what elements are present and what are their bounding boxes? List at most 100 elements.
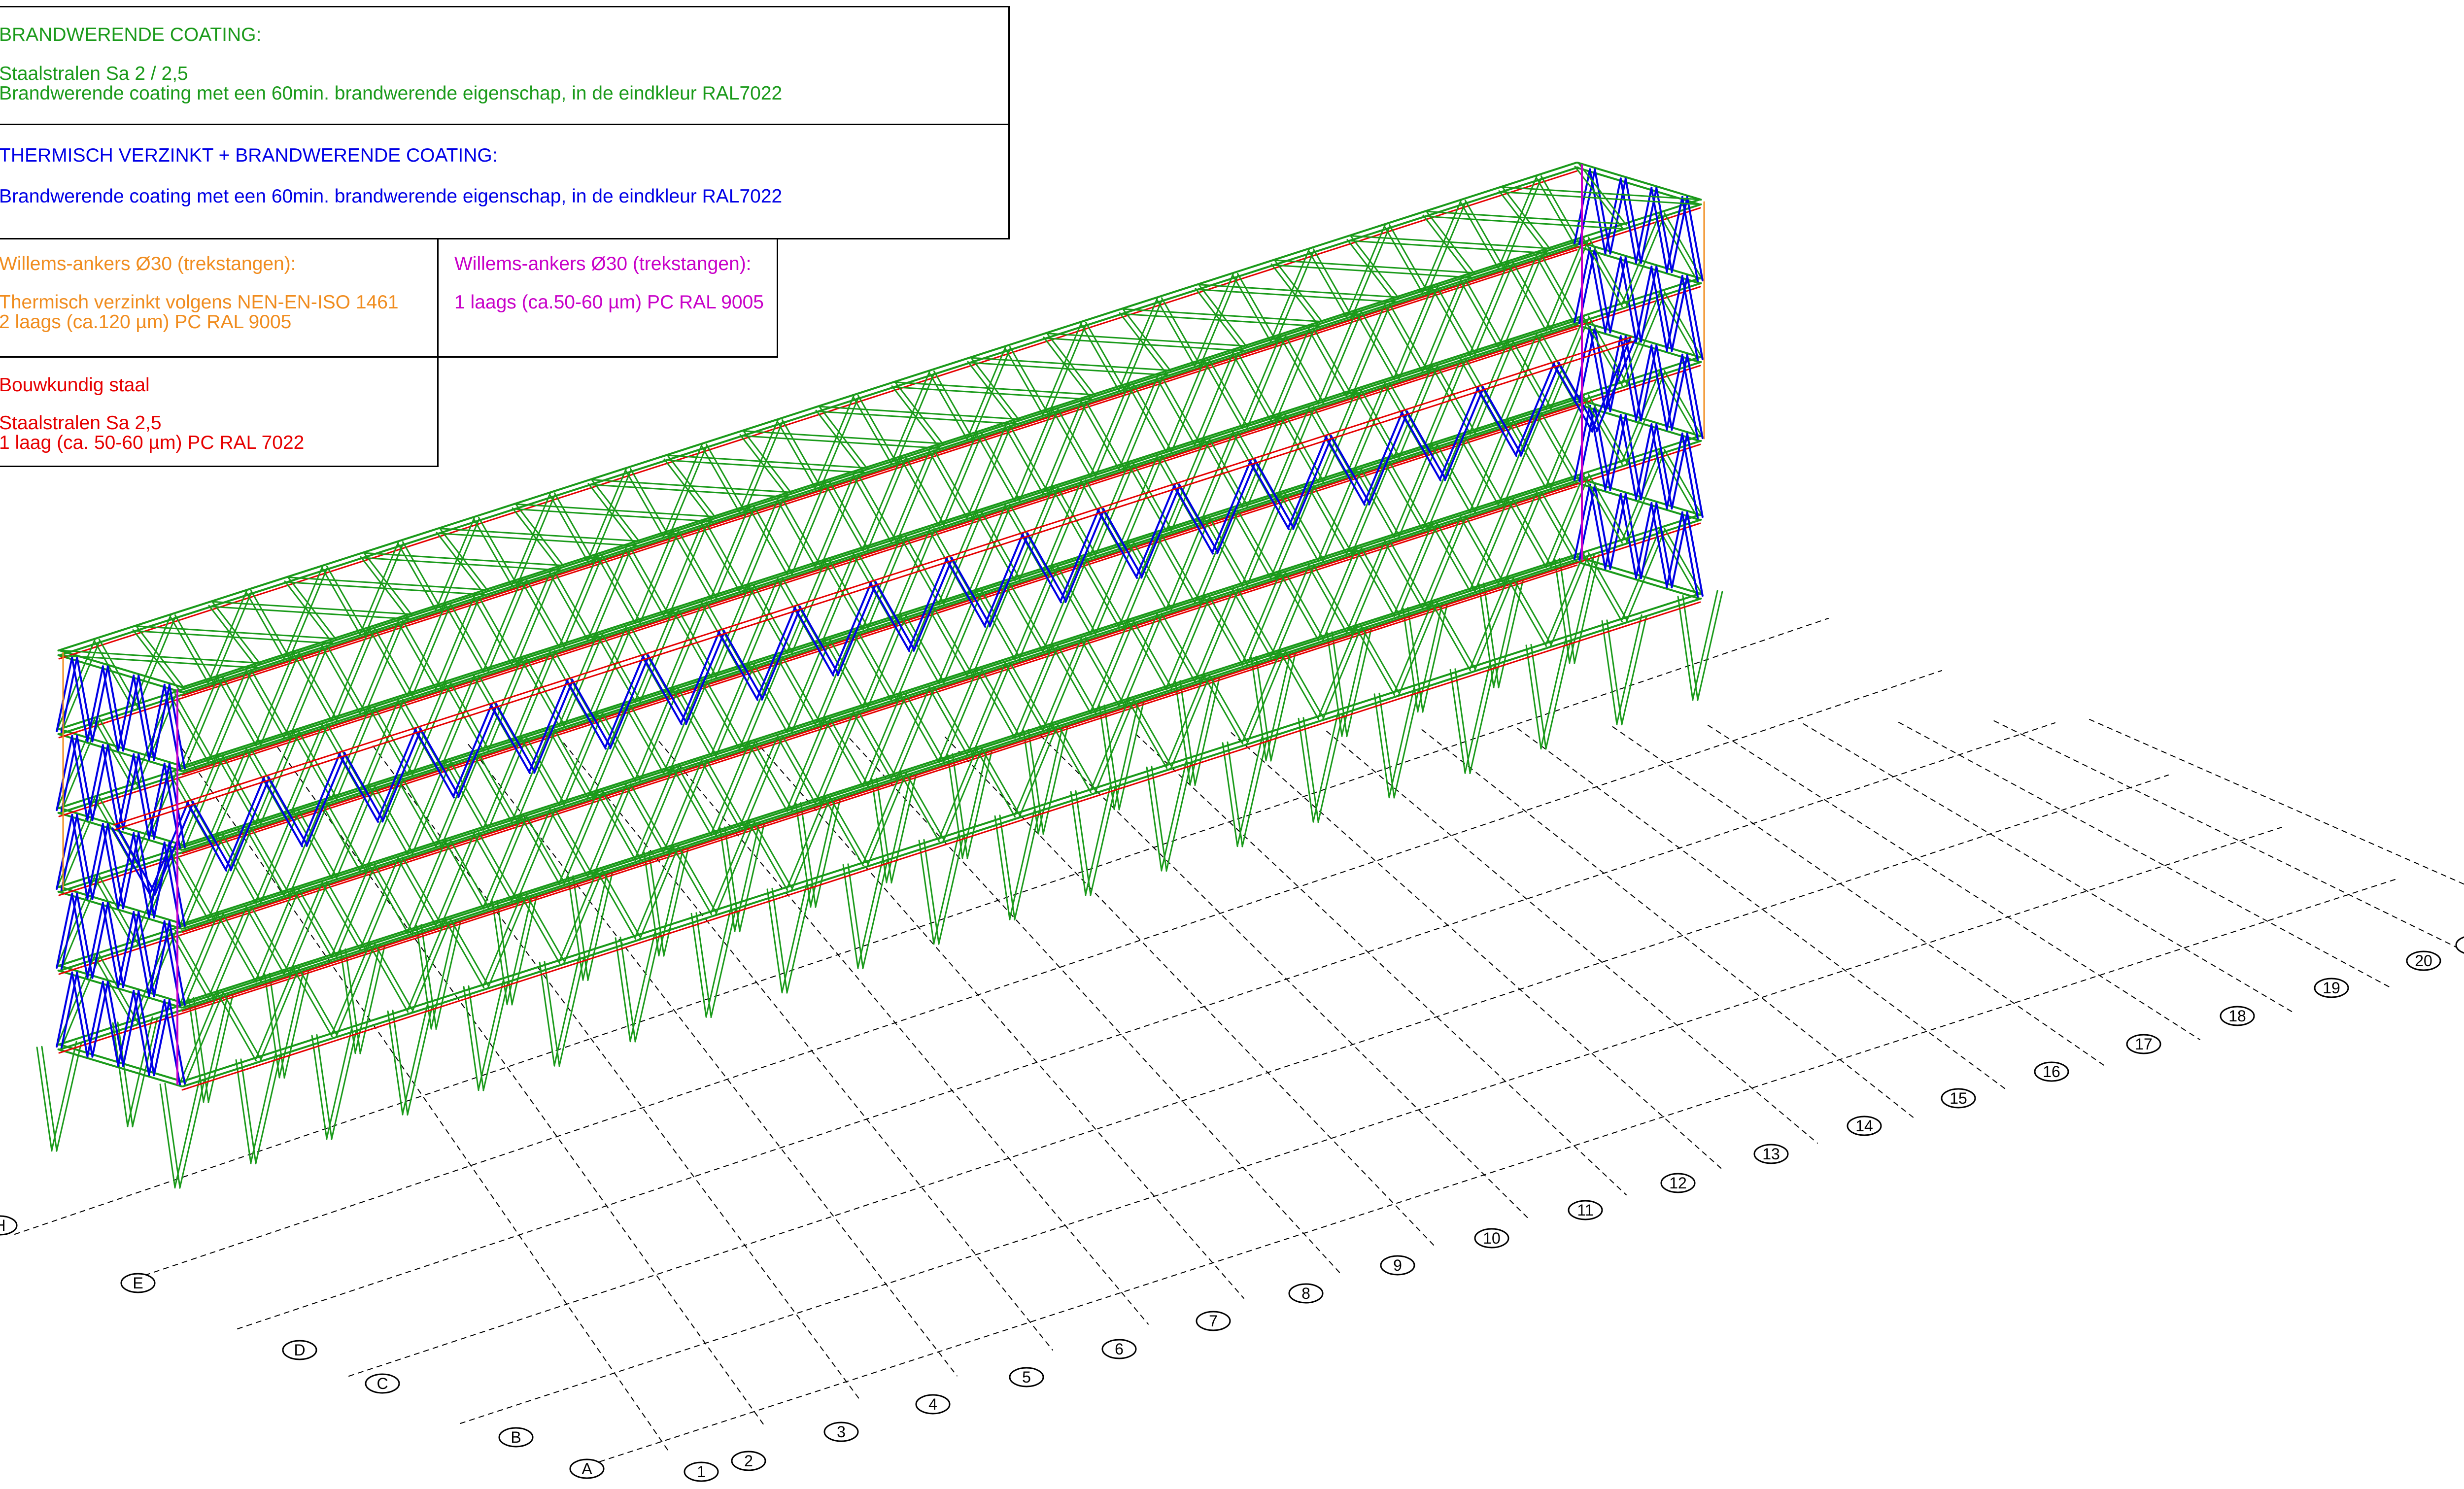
diagonal-member	[1422, 515, 1462, 608]
diagonal-member	[1157, 615, 1197, 683]
diagonal-member	[933, 685, 973, 754]
support-leg	[1378, 692, 1395, 798]
roof-diagonal	[1346, 239, 1396, 302]
diagonal-member	[1422, 436, 1462, 529]
diagonal-member	[398, 543, 438, 612]
support-leg	[235, 1059, 252, 1164]
diagonal-member	[1360, 309, 1400, 378]
support-leg	[1601, 620, 1618, 725]
diagonal-member	[1165, 674, 1205, 767]
diagonal-member	[1123, 536, 1163, 629]
diagonal-member	[1384, 541, 1424, 610]
diagonal-member	[786, 796, 826, 889]
diagonal-member	[407, 918, 446, 1011]
grid-label-19-text: 19	[2323, 979, 2340, 997]
diagonal-member	[1056, 407, 1096, 476]
diagonal-member	[212, 828, 252, 921]
diagonal-member	[587, 783, 627, 877]
diagonal-member	[715, 586, 755, 678]
diagonal-member	[933, 370, 973, 439]
grid-label-18-text: 18	[2228, 1007, 2246, 1025]
diagonal-member	[1246, 336, 1286, 429]
diagonal-member	[980, 747, 1020, 815]
diagonal-member	[739, 656, 779, 749]
support-leg	[1250, 656, 1267, 762]
diagonal-member	[440, 834, 480, 927]
diagonal-member	[478, 832, 517, 901]
grid-label-E-text: E	[133, 1274, 143, 1292]
diagonal-member	[525, 736, 565, 804]
diagonal-member	[1204, 597, 1244, 666]
diagonal-member	[824, 483, 864, 551]
grid-label-17-text: 17	[2135, 1035, 2153, 1053]
diagonal-member	[1474, 578, 1514, 671]
inner-truss-diagonal	[343, 751, 383, 821]
grid-label-D: D	[282, 1340, 317, 1360]
support-leg	[491, 900, 508, 1006]
support-leg	[359, 944, 386, 1054]
diagonal-member	[673, 689, 713, 758]
diagonal-member	[1398, 366, 1438, 459]
diagonal-member	[976, 592, 1016, 660]
grid-label-C: C	[365, 1373, 400, 1394]
diagonal-member	[663, 522, 703, 615]
edge-beam-front	[182, 518, 1702, 1009]
support-leg	[1165, 762, 1192, 872]
grid-label-16-ellipse	[2034, 1061, 2069, 1082]
diagonal-member	[1436, 601, 1475, 669]
inner-truss-diagonal	[415, 730, 455, 799]
roof-diagonal	[134, 625, 335, 640]
diagonal-member	[1165, 595, 1205, 688]
diagonal-member	[710, 584, 750, 677]
support-leg	[1312, 711, 1339, 822]
diagonal-member	[1384, 226, 1424, 295]
inner-truss-diagonal	[1026, 532, 1066, 601]
grid-label-8: 8	[1288, 1283, 1324, 1304]
diagonal-member	[398, 859, 438, 927]
grid-label-1-text: 1	[697, 1463, 706, 1481]
diagonal-member	[971, 506, 1011, 599]
support-leg	[933, 834, 959, 944]
diagonal-member	[373, 863, 413, 932]
end-wall-diagonal	[60, 814, 78, 891]
perimeter-beam	[58, 328, 1578, 817]
grid-label-9-text: 9	[1393, 1256, 1402, 1274]
diagonal-member	[1042, 401, 1082, 494]
grid-label-10-ellipse	[1474, 1228, 1509, 1249]
grid-label-2-ellipse	[731, 1451, 766, 1471]
support-leg	[1677, 596, 1694, 701]
edge-beam-end	[1576, 162, 1702, 201]
diagonal-member	[174, 929, 214, 998]
grid-label-D-text: D	[294, 1341, 305, 1359]
diagonal-member	[1464, 515, 1504, 583]
diagonal-member	[1085, 321, 1125, 390]
diagonal-member	[705, 443, 745, 512]
diagonal-member	[744, 658, 784, 750]
diagonal-member	[943, 749, 983, 842]
diagonal-member	[1322, 627, 1362, 720]
diagonal-member	[563, 556, 603, 648]
inner-truss-diagonal	[567, 681, 607, 750]
end-wall-diagonal	[122, 754, 140, 831]
diagonal-member	[1317, 625, 1357, 718]
diagonal-member	[1056, 565, 1096, 634]
roof-diagonal	[1272, 264, 1473, 278]
inner-truss-diagonal	[230, 778, 270, 872]
edge-beam-front	[180, 435, 1701, 925]
diagonal-member	[1118, 534, 1158, 627]
diagonal-member	[435, 753, 475, 846]
grid-label-3-ellipse	[823, 1421, 859, 1442]
grid-label-4-text: 4	[928, 1395, 937, 1413]
diagonal-member	[288, 725, 328, 818]
grid-label-9-ellipse	[1380, 1255, 1415, 1276]
end-wall-diagonal	[1609, 178, 1627, 255]
grid-label-2: 2	[731, 1451, 766, 1471]
diagonal-member	[331, 863, 371, 956]
diagonal-member	[862, 693, 902, 786]
support-leg	[1402, 608, 1419, 713]
support-leg	[1454, 668, 1471, 774]
end-wall-diagonal	[106, 981, 124, 1066]
roof-diagonal	[893, 386, 1094, 401]
diagonal-member	[1081, 639, 1121, 708]
